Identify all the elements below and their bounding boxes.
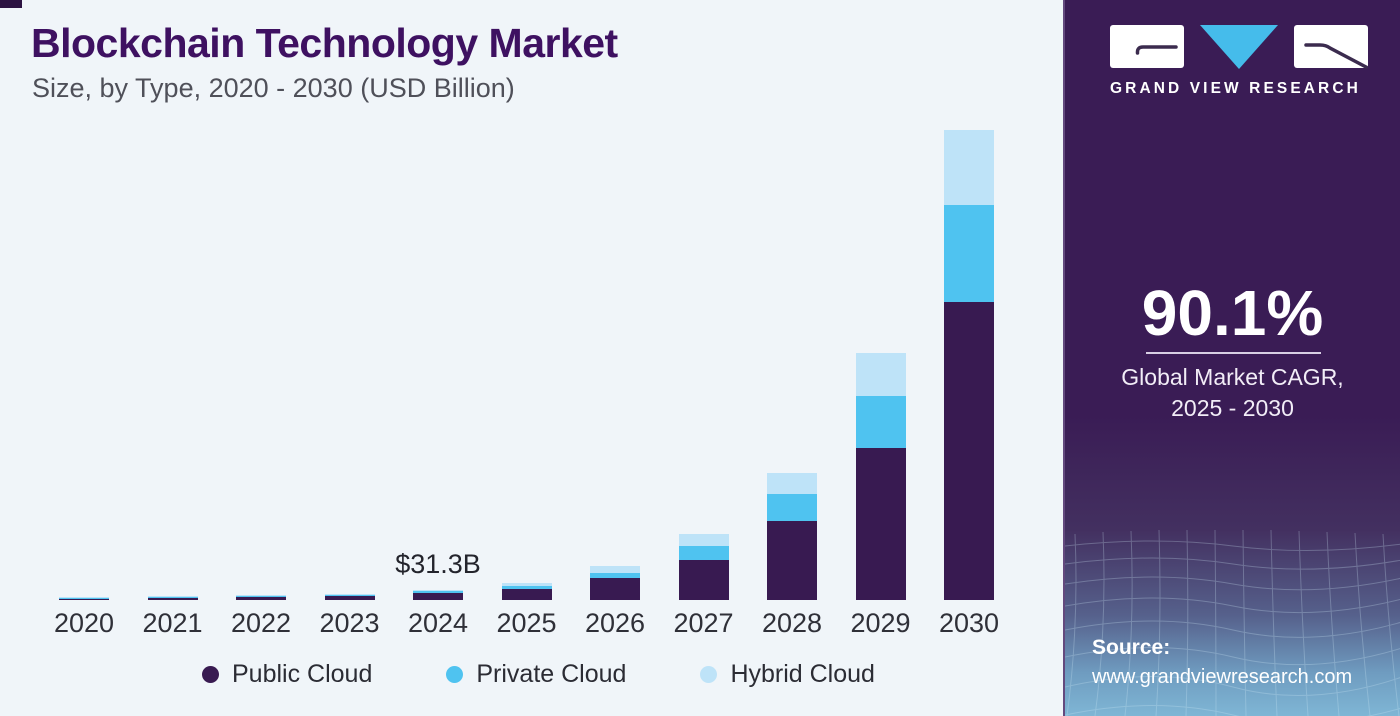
x-axis-label-2029: 2029 [850, 608, 911, 638]
bar-segment-2021-private-cloud [147, 597, 198, 599]
x-axis-label-2021: 2021 [142, 608, 203, 638]
bar-segment-2021-hybrid-cloud [147, 596, 198, 598]
bar-segment-2020-private-cloud [59, 598, 109, 599]
legend-item-private-cloud: Private Cloud [446, 660, 626, 689]
bar-segment-2027-public-cloud [678, 559, 729, 600]
bar-2028 [767, 472, 817, 600]
x-axis-label-2022: 2022 [230, 608, 292, 638]
source-label: Source: [1092, 636, 1171, 659]
bar-segment-2026-public-cloud [590, 578, 640, 600]
bar-segment-2021-public-cloud [147, 598, 198, 600]
bar-segment-2028-hybrid-cloud [767, 472, 817, 494]
bar-2027 [678, 533, 729, 600]
legend-dot-icon [202, 666, 219, 683]
legend-item-public-cloud: Public Cloud [202, 660, 372, 689]
bar-segment-2030-public-cloud [944, 302, 994, 600]
legend-label: Private Cloud [476, 660, 627, 688]
data-label-2024: $31.3B [395, 548, 481, 579]
legend-item-hybrid-cloud: Hybrid Cloud [700, 660, 875, 689]
bar-2030 [944, 130, 994, 600]
grand-view-research-logo-icon [1110, 25, 1368, 69]
bar-2021 [147, 596, 198, 600]
bar-segment-2027-hybrid-cloud [678, 533, 729, 546]
stat-label-line2: 2025 - 2030 [1171, 395, 1294, 421]
bar-segment-2020-public-cloud [59, 598, 109, 600]
bar-segment-2025-public-cloud [501, 588, 552, 600]
bar-2029 [855, 353, 906, 600]
bar-segment-2020-hybrid-cloud [59, 597, 109, 599]
bar-2023 [324, 594, 375, 600]
bar-segment-2024-hybrid-cloud [413, 589, 463, 592]
bar-2025 [501, 582, 552, 600]
x-axis-label-2023: 2023 [319, 608, 380, 638]
bar-segment-2022-private-cloud [236, 596, 286, 598]
page-subtitle: Size, by Type, 2020 - 2030 (USD Billion) [32, 73, 515, 103]
bar-segment-2029-private-cloud [855, 396, 906, 448]
brand-name: GRAND VIEW RESEARCH [1110, 80, 1361, 97]
source-block: Source: www.grandviewresearch.com [1092, 636, 1352, 689]
x-axis-label-2025: 2025 [496, 608, 557, 638]
stat-label: Global Market CAGR, 2025 - 2030 [1065, 362, 1400, 424]
bar-segment-2023-private-cloud [324, 595, 375, 597]
page-title: Blockchain Technology Market [31, 20, 618, 66]
x-axis-label-2024: 2024 [407, 608, 469, 638]
stacked-bar-chart: 2020 2021 2022 2023 2024 $31.3B 2025 2026 2027 20… [53, 130, 1000, 638]
legend-dot-icon [446, 666, 464, 683]
bar-segment-2027-private-cloud [678, 545, 729, 560]
stat-label-line1: Global Market CAGR, [1121, 364, 1344, 390]
bar-segment-2026-hybrid-cloud [590, 566, 640, 574]
legend-label: Public Cloud [232, 660, 373, 688]
stat-value: 90.1% [1141, 277, 1324, 349]
bar-2024 [413, 589, 463, 600]
bar-segment-2028-public-cloud [767, 520, 817, 600]
bar-segment-2023-hybrid-cloud [324, 594, 375, 596]
bar-segment-2029-public-cloud [855, 447, 906, 600]
bar-segment-2030-private-cloud [944, 205, 994, 303]
bar-segment-2024-private-cloud [413, 591, 463, 593]
source-url: www.grandviewresearch.com [1092, 666, 1353, 688]
bar-segment-2022-public-cloud [236, 597, 286, 600]
wireframe-mesh-decoration [1065, 529, 1400, 716]
bar-segment-2030-hybrid-cloud [944, 130, 994, 206]
x-axis-label-2027: 2027 [673, 608, 734, 638]
x-axis-label-2030: 2030 [938, 608, 1000, 638]
stat-divider [1146, 352, 1321, 354]
bar-segment-2022-hybrid-cloud [236, 595, 286, 597]
x-axis-label-2020: 2020 [53, 608, 115, 638]
bar-2022 [236, 595, 286, 600]
x-axis-label-2028: 2028 [761, 608, 823, 638]
bar-2020 [59, 597, 109, 600]
bar-2026 [590, 566, 640, 600]
legend-label: Hybrid Cloud [730, 660, 875, 688]
bar-segment-2026-private-cloud [590, 573, 640, 579]
sidebar: GRAND VIEW RESEARCH 90.1% Global Market … [1063, 0, 1400, 716]
corner-mark [0, 0, 22, 8]
legend-dot-icon [700, 666, 718, 683]
chart-legend: Public Cloud Private Cloud Hybrid Cloud [202, 660, 875, 689]
bar-segment-2029-hybrid-cloud [855, 353, 906, 397]
bar-segment-2023-public-cloud [324, 596, 375, 600]
bar-segment-2024-public-cloud [413, 592, 463, 600]
x-axis-label-2026: 2026 [584, 608, 646, 638]
bar-segment-2025-private-cloud [501, 585, 552, 589]
bar-segment-2028-private-cloud [767, 493, 817, 521]
bar-segment-2025-hybrid-cloud [501, 582, 552, 586]
